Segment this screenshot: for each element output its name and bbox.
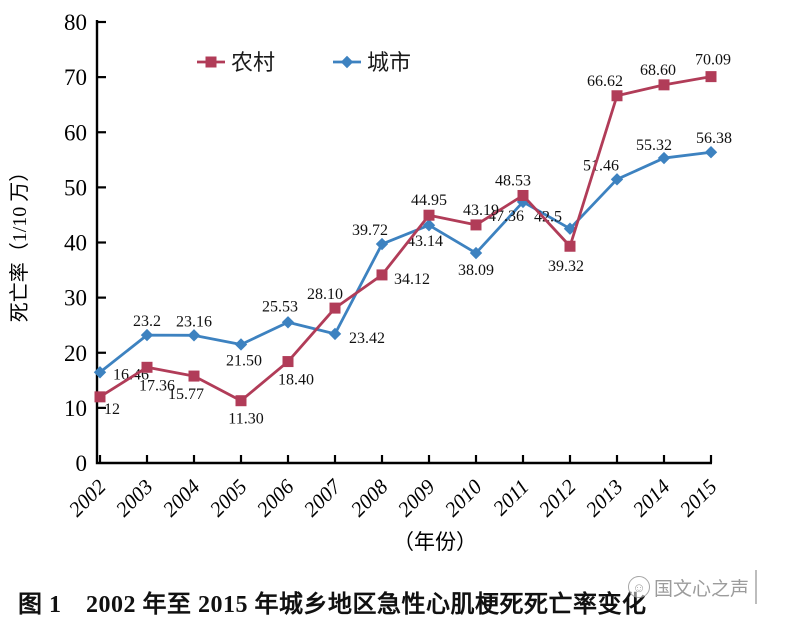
svg-text:20: 20 [64, 341, 87, 366]
data-label: 23.2 [133, 313, 161, 330]
svg-text:2010: 2010 [440, 474, 487, 521]
svg-text:50: 50 [64, 175, 87, 200]
svg-text:70: 70 [64, 65, 87, 90]
data-label: 39.32 [548, 258, 584, 275]
y-axis-title: 死亡率（1/10 万） [8, 162, 31, 323]
data-label: 15.77 [168, 386, 204, 403]
y-axis-ticks: 0 10 20 30 40 50 60 70 80 [64, 10, 106, 476]
data-label: 18.40 [278, 372, 314, 389]
data-label: 38.09 [458, 262, 494, 279]
svg-text:80: 80 [64, 10, 87, 35]
data-label: 28.10 [307, 286, 343, 303]
svg-text:城市: 城市 [367, 50, 411, 75]
svg-text:2015: 2015 [675, 475, 722, 522]
axes [95, 20, 712, 465]
svg-text:30: 30 [64, 286, 87, 311]
svg-text:2008: 2008 [346, 474, 393, 521]
data-label: 23.42 [349, 330, 385, 347]
svg-text:农村: 农村 [231, 50, 275, 75]
data-label: 70.09 [695, 52, 731, 69]
svg-text:0: 0 [76, 451, 88, 476]
figure-caption: 图 1 2002 年至 2015 年城乡地区急性心肌梗死死亡率变化 [18, 592, 647, 618]
svg-text:60: 60 [64, 120, 87, 145]
svg-text:2007: 2007 [299, 474, 347, 522]
data-label: 23.16 [176, 313, 212, 330]
svg-text:2002: 2002 [64, 474, 111, 521]
svg-text:2009: 2009 [393, 474, 440, 521]
svg-text:40: 40 [64, 231, 87, 256]
face-logo-icon: ☺ [628, 576, 650, 598]
data-label: 55.32 [636, 137, 672, 154]
svg-text:2004: 2004 [158, 474, 205, 521]
data-label: 44.95 [411, 192, 447, 209]
data-label: 68.60 [640, 62, 676, 79]
svg-text:2013: 2013 [581, 475, 628, 522]
data-label: 11.30 [228, 411, 263, 428]
svg-text:2005: 2005 [205, 475, 252, 522]
svg-text:2011: 2011 [488, 475, 534, 521]
data-label: 43.14 [407, 233, 443, 250]
data-label: 48.53 [495, 172, 531, 189]
data-label: 25.53 [262, 298, 298, 315]
svg-text:2014: 2014 [628, 474, 675, 521]
svg-text:10: 10 [64, 396, 87, 421]
data-label: 56.38 [696, 130, 732, 147]
watermark-text: 国文心之声 [654, 578, 750, 600]
chart-legend: 农村 城市 [197, 50, 411, 75]
data-label: 34.12 [394, 271, 430, 288]
data-label: 17.36 [139, 377, 175, 394]
data-label: 39.72 [352, 222, 388, 239]
svg-text:2006: 2006 [252, 474, 299, 521]
data-label: 12 [104, 401, 120, 418]
data-label: 43.19 [463, 202, 499, 219]
svg-text:2012: 2012 [534, 474, 581, 521]
svg-text:2003: 2003 [111, 475, 158, 522]
x-axis-ticks: 2002 2003 2004 2005 2006 2007 2008 2009 2010 2011… [64, 455, 722, 521]
watermark: ☺ 国文心之声 [628, 570, 758, 604]
data-label: 21.50 [226, 352, 262, 369]
x-axis-title: （年份） [393, 530, 477, 554]
data-label: 66.62 [587, 73, 623, 90]
data-label: 51.46 [583, 157, 619, 174]
